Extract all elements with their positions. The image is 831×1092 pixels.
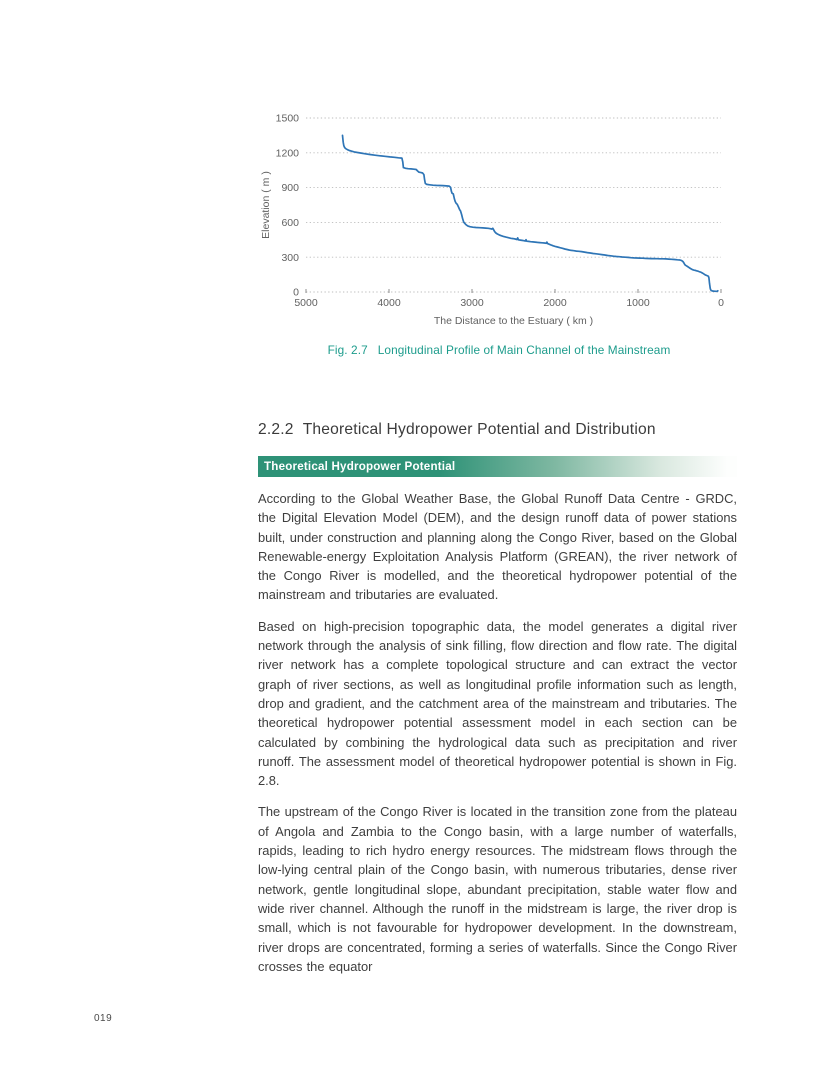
y-tick-label: 1200 <box>276 147 300 159</box>
figure-2-7: 0 300 600 900 1200 1500 5000 4000 3000 2000 1000 0 T… <box>258 104 740 357</box>
y-tick-label: 0 <box>293 287 299 299</box>
figure-caption-title: Longitudinal Profile of Main Channel of … <box>377 343 671 357</box>
figure-caption-label: Fig. 2.7 <box>327 343 368 357</box>
x-tick-label: 4000 <box>377 297 401 309</box>
paragraph-2: Based on high-precision topographic data… <box>258 618 737 789</box>
x-tick-label: 5000 <box>294 297 318 309</box>
y-tick-label: 300 <box>281 252 299 264</box>
paragraph-1: According to the Global Weather Base, th… <box>258 491 737 603</box>
profile-line <box>341 134 719 293</box>
x-tick-label: 1000 <box>626 297 650 309</box>
subsection-banner-label: Theoretical Hydropower Potential <box>264 460 456 473</box>
figure-caption: Fig. 2.7 Longitudinal Profile of Main Cha… <box>258 343 740 357</box>
y-axis-label: Elevation ( m ) <box>260 171 272 239</box>
paragraph-3: The upstream of the Congo River is locat… <box>258 804 737 974</box>
x-axis-label: The Distance to the Estuary ( km ) <box>434 315 593 327</box>
section-heading: 2.2.2 Theoretical Hydropower Potential an… <box>258 421 656 439</box>
section-heading-title: Theoretical Hydropower Potential and Dis… <box>302 421 656 438</box>
x-tick-label: 3000 <box>460 297 484 309</box>
x-tick-label: 0 <box>718 297 724 309</box>
y-tick-label: 1500 <box>276 113 300 125</box>
section-heading-number: 2.2.2 <box>258 421 294 438</box>
subsection-banner: Theoretical Hydropower Potential <box>258 456 737 477</box>
page-number: 019 <box>94 1013 113 1024</box>
elevation-profile-chart: 0 300 600 900 1200 1500 5000 4000 3000 2000 1000 0 T… <box>260 113 724 327</box>
x-tick-label: 2000 <box>543 297 567 309</box>
body-text: According to the Global Weather Base, th… <box>258 489 737 988</box>
y-tick-label: 900 <box>281 182 299 194</box>
y-tick-label: 600 <box>281 217 299 229</box>
